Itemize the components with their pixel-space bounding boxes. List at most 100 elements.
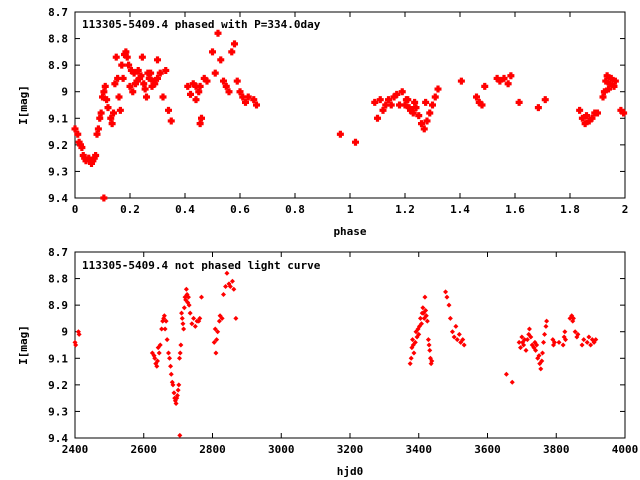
data-point <box>143 93 150 101</box>
data-point <box>602 77 610 85</box>
data-point <box>228 48 236 56</box>
data-point <box>137 72 145 80</box>
data-point <box>588 114 596 122</box>
data-point <box>352 138 359 146</box>
data-point <box>534 104 542 112</box>
data-point <box>157 342 163 348</box>
data-point <box>213 350 219 356</box>
data-point <box>539 358 545 364</box>
data-point <box>159 93 167 101</box>
y-tick-label: 9.3 <box>48 405 68 418</box>
data-point <box>534 342 540 348</box>
data-point <box>583 112 590 120</box>
data-point <box>195 88 203 96</box>
data-point <box>166 350 171 356</box>
data-point <box>192 96 200 104</box>
data-point <box>196 120 204 128</box>
data-point <box>180 321 186 327</box>
x-tick-label: 0.4 <box>175 203 195 216</box>
data-point <box>151 80 159 88</box>
data-point <box>161 313 167 319</box>
data-point <box>584 339 590 345</box>
data-point <box>382 101 390 109</box>
data-point <box>518 345 523 351</box>
data-point <box>521 342 527 348</box>
data-point <box>183 286 189 292</box>
data-point <box>127 66 135 74</box>
data-point <box>123 53 131 61</box>
axis-ticks: 0 0.2 0.4 0.6 0.8 1 1.2 1.4 1.6 1.8 2 8.7 8.8 8.9 9 9.1… <box>48 6 628 216</box>
x-tick-label: 0 <box>72 203 79 216</box>
x-tick-label: 3800 <box>543 443 570 456</box>
data-point <box>196 82 204 90</box>
data-point <box>187 90 194 98</box>
x-tick-label: 4000 <box>612 443 639 456</box>
data-point <box>575 331 581 337</box>
data-point <box>411 98 419 106</box>
data-point <box>418 120 425 128</box>
x-tick-label: 2600 <box>131 443 158 456</box>
data-point <box>221 292 226 298</box>
x-axis-label: phase <box>333 225 366 238</box>
data-point <box>145 74 153 82</box>
data-point <box>168 363 174 369</box>
data-point <box>473 93 480 101</box>
data-point <box>603 72 611 80</box>
data-point <box>100 194 108 202</box>
data-point <box>148 82 156 90</box>
data-point <box>231 286 237 292</box>
data-point <box>224 270 230 276</box>
y-tick-label: 8.7 <box>48 246 68 259</box>
data-point <box>443 289 449 295</box>
data-point <box>76 331 82 337</box>
data-point <box>187 310 193 316</box>
data-point <box>500 74 508 82</box>
y-tick-label: 9 <box>61 326 68 339</box>
data-point <box>154 74 161 82</box>
x-tick-label: 3200 <box>337 443 364 456</box>
data-point <box>409 109 417 117</box>
data-point <box>605 85 612 93</box>
data-point <box>164 337 170 343</box>
data-point <box>167 355 173 361</box>
data-point <box>152 355 158 361</box>
data-point <box>214 29 222 37</box>
data-point <box>219 315 225 321</box>
data-point <box>154 363 160 369</box>
data-point <box>586 334 592 340</box>
data-point <box>524 337 530 343</box>
data-point <box>118 61 126 69</box>
data-point <box>402 96 410 104</box>
data-point <box>579 342 585 348</box>
y-tick-label: 8.9 <box>48 299 68 312</box>
data-point <box>451 334 457 340</box>
data-point <box>393 90 401 98</box>
data-point <box>528 334 534 340</box>
data-point <box>99 93 106 101</box>
data-point <box>578 114 586 122</box>
data-point <box>73 342 79 348</box>
data-point <box>165 106 172 114</box>
data-point <box>138 53 146 61</box>
data-point <box>156 69 164 77</box>
data-point <box>424 318 430 324</box>
data-point <box>570 315 576 321</box>
data-point <box>475 98 483 106</box>
data-point <box>401 101 409 109</box>
data-point <box>171 390 177 396</box>
data-point <box>536 353 542 359</box>
data-point <box>192 323 198 329</box>
data-point <box>610 82 618 90</box>
data-point <box>606 80 614 88</box>
data-point <box>209 48 216 56</box>
data-point <box>197 315 203 321</box>
data-point <box>515 98 523 106</box>
data-point <box>390 93 398 101</box>
data-point <box>422 294 428 300</box>
data-point <box>163 318 169 324</box>
y-tick-label: 8.7 <box>48 6 68 19</box>
data-point <box>239 93 247 101</box>
data-point <box>493 74 501 82</box>
x-axis-label: hjd0 <box>337 465 364 478</box>
axis-ticks: 2400 2600 2800 3000 3200 3400 3600 3800 4000 8.7 8… <box>48 246 638 456</box>
